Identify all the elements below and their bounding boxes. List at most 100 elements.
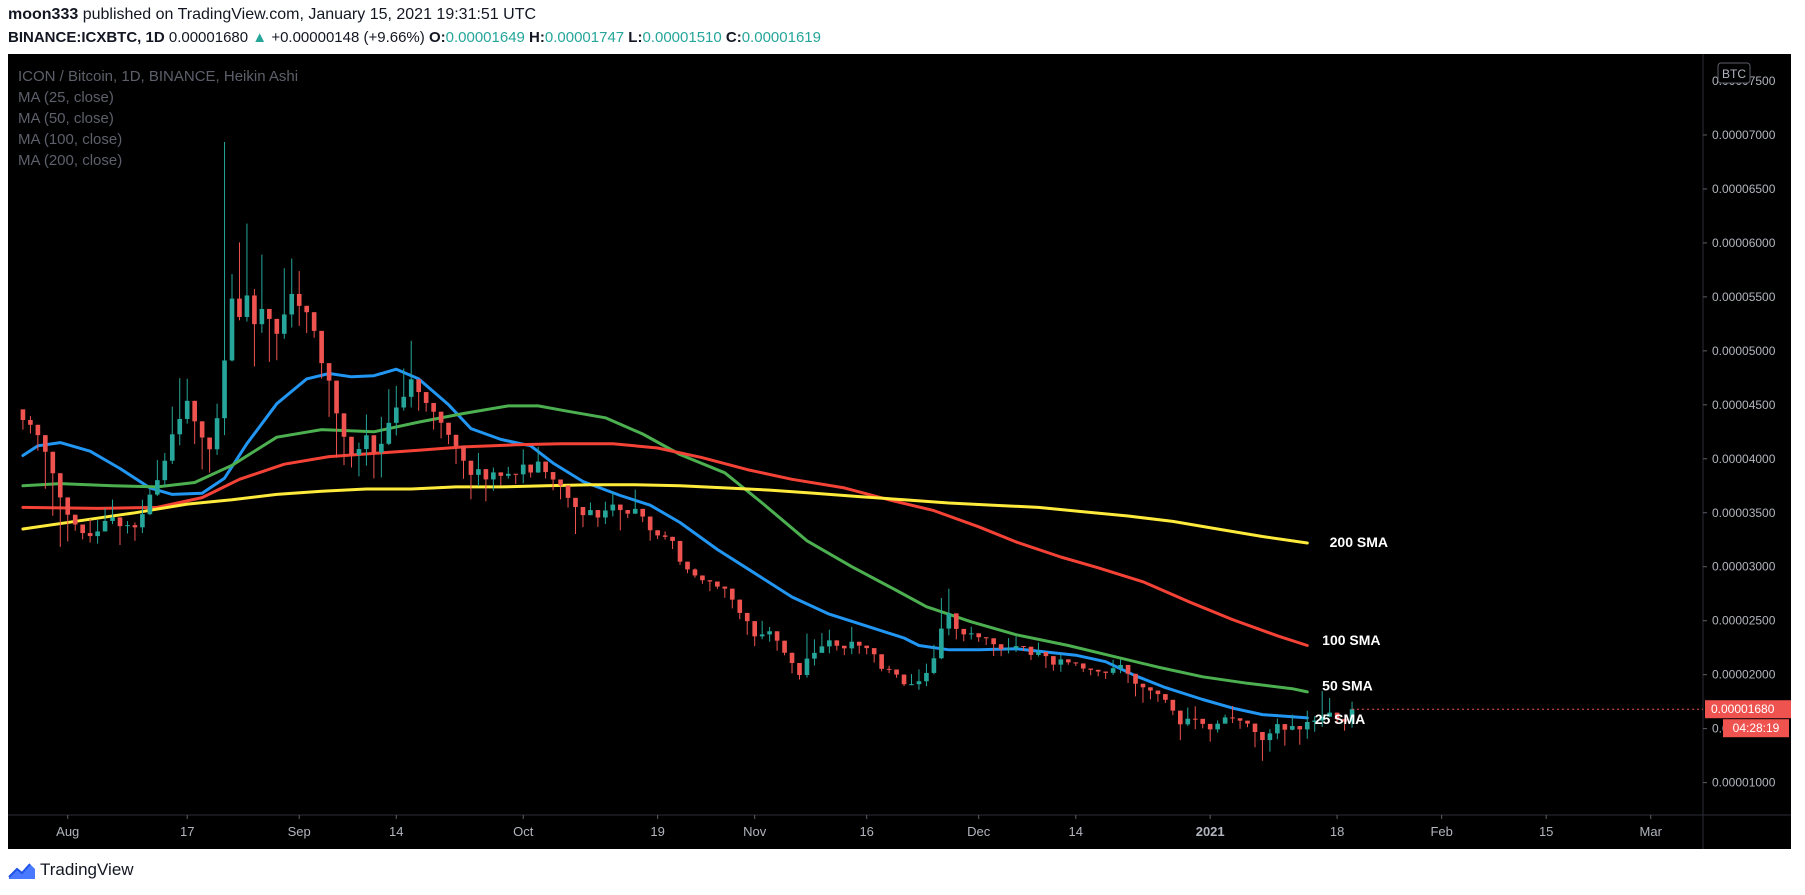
candle: [1215, 720, 1220, 733]
legend-ma50[interactable]: MA (50, close): [18, 110, 114, 127]
countdown-box: [1723, 719, 1789, 738]
candle: [983, 637, 989, 645]
y-tick-label: 0.00006500: [1712, 182, 1776, 196]
candle: [916, 669, 922, 690]
candle-body: [558, 479, 563, 486]
y-tick-label: 0.00007000: [1712, 128, 1776, 142]
candle-body: [1103, 671, 1108, 673]
candle-body: [393, 407, 399, 423]
candle: [520, 449, 526, 484]
low-value: 0.00001510: [642, 29, 722, 46]
legend-ma25[interactable]: MA (25, close): [18, 89, 114, 106]
candle-body: [1245, 720, 1250, 724]
candle: [1297, 726, 1303, 745]
author-name[interactable]: moon333: [8, 6, 79, 23]
legend-title[interactable]: ICON / Bitcoin, 1D, BINANCE, Heikin Ashi: [18, 68, 299, 85]
candle: [289, 258, 295, 328]
last-price: 0.00001680: [168, 29, 249, 46]
sma-annotation: 200 SMA: [1330, 534, 1388, 550]
candle: [184, 378, 190, 424]
candle: [229, 273, 235, 362]
candle: [573, 497, 578, 535]
candle-body: [184, 400, 190, 419]
candle: [1155, 690, 1161, 702]
candle: [1058, 653, 1064, 672]
candle: [640, 508, 646, 523]
last-price-box: [1705, 700, 1791, 719]
candle: [1327, 697, 1332, 718]
candle-body: [640, 508, 646, 517]
candle: [617, 504, 623, 531]
price-change: +0.00000148 (+9.66%): [271, 29, 425, 46]
candle-body: [1312, 720, 1318, 722]
candle-body: [1237, 718, 1243, 721]
candle: [1065, 659, 1071, 665]
candle: [498, 472, 504, 486]
candle: [1185, 707, 1191, 726]
candle-body: [685, 561, 690, 570]
candle-body: [998, 644, 1004, 650]
ma-line-100sma: [21, 442, 1309, 647]
candle-body: [707, 580, 713, 582]
candle-body: [199, 421, 205, 438]
close-value: 0.00001619: [741, 29, 821, 46]
candle: [199, 421, 205, 470]
time-axis[interactable]: Aug 17 Sep 14 Oct 19 Nov 16 Dec 14 2021 18 Feb 15 Mar: [56, 815, 1663, 839]
candle-body: [647, 516, 653, 531]
candle: [565, 485, 571, 508]
candle: [737, 599, 743, 620]
candle: [72, 514, 78, 531]
moving-averages: [21, 367, 1309, 720]
y-tick-label: 0.00001000: [1712, 776, 1776, 790]
y-tick-label: 0.00005000: [1712, 344, 1776, 358]
candle: [700, 575, 705, 584]
candle: [28, 416, 33, 434]
candle-body: [1058, 659, 1064, 665]
brand-name: TradingView: [40, 860, 134, 879]
candle: [1319, 690, 1325, 727]
candle-body: [491, 472, 496, 480]
candle: [886, 665, 892, 674]
candle-body: [334, 380, 339, 414]
candle: [513, 473, 519, 484]
candle: [558, 479, 563, 500]
candle-body: [311, 312, 317, 331]
candle: [20, 409, 26, 430]
candle-body: [655, 530, 660, 536]
candle-body: [879, 654, 884, 669]
candle: [1170, 699, 1176, 716]
candle: [931, 644, 937, 675]
candle-body: [1252, 723, 1258, 732]
candle: [1192, 706, 1198, 730]
candle-body: [886, 668, 892, 670]
x-tick-label: Sep: [288, 824, 311, 839]
candle-body: [1155, 690, 1161, 695]
candle-body: [446, 422, 451, 435]
chart-background: [8, 54, 1791, 849]
candle-body: [864, 645, 870, 649]
candle-body: [961, 628, 967, 635]
y-tick-label: 0.00006000: [1712, 236, 1776, 250]
x-tick-label: 16: [859, 824, 873, 839]
candle-body: [1192, 718, 1198, 720]
candle: [364, 414, 369, 466]
candle-body: [438, 411, 444, 423]
candle: [341, 413, 347, 466]
publish-info: moon333 published on TradingView.com, Ja…: [8, 6, 536, 24]
candle: [1148, 687, 1153, 700]
footer-brand[interactable]: TradingView: [8, 860, 134, 880]
x-tick-label: 2021: [1196, 824, 1225, 839]
candle-body: [767, 631, 772, 635]
legend-ma200[interactable]: MA (200, close): [18, 152, 123, 169]
candle-body: [1095, 669, 1101, 672]
price-chart[interactable]: 0.000010000.000015000.000020000.00002500…: [8, 54, 1791, 849]
candle-body: [65, 497, 71, 515]
candle-body: [237, 298, 242, 317]
candle-body: [774, 631, 780, 641]
legend-ma100[interactable]: MA (100, close): [18, 131, 123, 148]
candle: [57, 473, 63, 547]
candle-body: [35, 424, 41, 436]
candle-body: [1148, 687, 1153, 691]
candle-body: [1140, 683, 1146, 688]
candle-body: [991, 638, 996, 645]
